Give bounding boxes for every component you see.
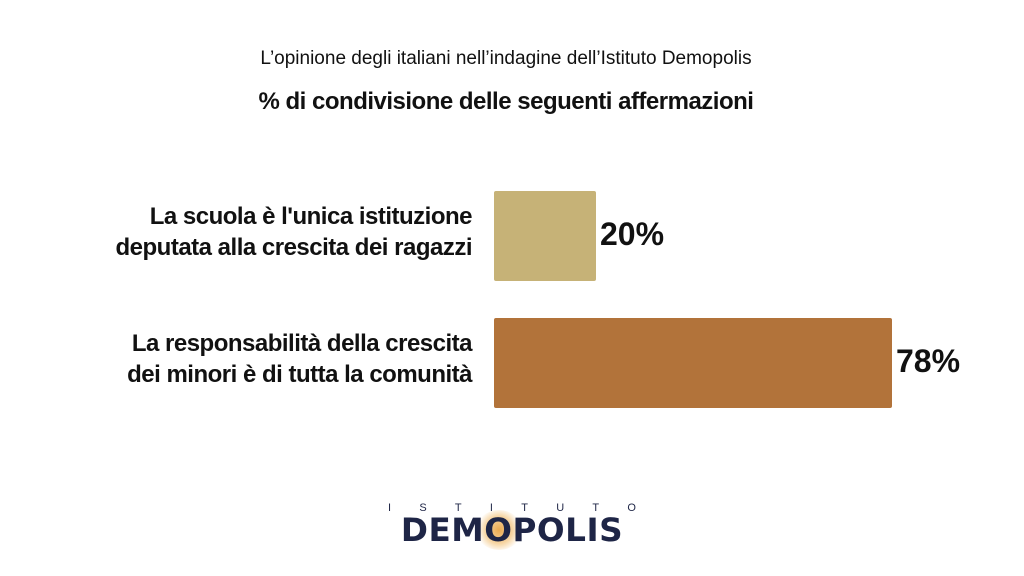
chart-subtitle: L’opinione degli italiani nell’indagine … bbox=[260, 48, 752, 69]
chart-title: % di condivisione delle seguenti afferma… bbox=[258, 88, 754, 115]
demopolis-logo: I S T I T U T O DEMOPOLIS bbox=[384, 502, 640, 550]
logo-letter: T bbox=[592, 502, 600, 514]
logo-letter: T bbox=[454, 502, 462, 514]
value-label: 20% bbox=[600, 216, 665, 252]
logo-letter: O bbox=[627, 502, 636, 514]
category-label-line: dei minori è di tutta la comunità bbox=[127, 361, 472, 388]
bar bbox=[494, 191, 596, 281]
category-label-line: La responsabilità della crescita bbox=[131, 330, 473, 357]
category-label-line: deputata alla crescita dei ragazzi bbox=[115, 234, 473, 261]
logo-letter: U bbox=[556, 502, 565, 514]
category-label-line: La scuola è l'unica istituzione bbox=[149, 203, 473, 230]
logo-glow-icon bbox=[476, 510, 522, 550]
logo-letter: S bbox=[419, 502, 427, 514]
logo-main-text: DEMOPOLIS bbox=[400, 511, 624, 549]
category-label: La responsabilità della crescita dei mino… bbox=[72, 328, 472, 390]
value-label: 78% bbox=[896, 343, 961, 379]
logo-letter: I bbox=[388, 502, 392, 514]
category-label: La scuola è l'unica istituzione deputata … bbox=[72, 201, 473, 263]
logo-letter: I bbox=[489, 502, 493, 514]
bar bbox=[494, 318, 892, 408]
logo-letter: T bbox=[521, 502, 528, 514]
